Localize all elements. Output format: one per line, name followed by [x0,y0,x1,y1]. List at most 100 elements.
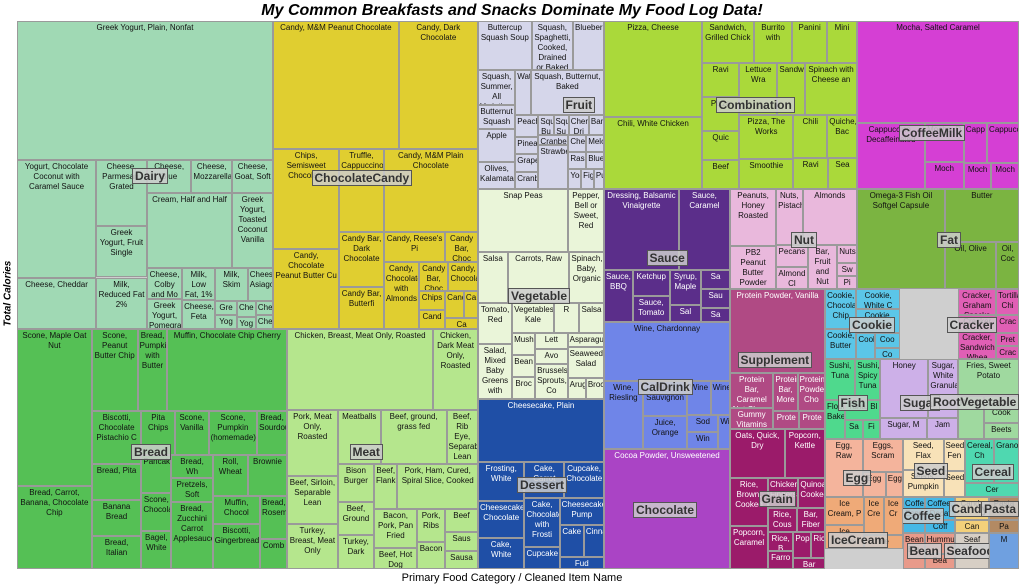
category-label: Fish [837,395,869,411]
treemap-cell-label: Greek Yogurt, Pomegra [148,300,182,329]
category-label: Cracker [946,317,998,333]
treemap-cell: Seed [943,471,965,497]
treemap-cell-label: Bread, Pumpkin with Butter [139,331,167,370]
treemap-cell: Pi [837,275,857,289]
treemap-cell: Ca [463,291,478,318]
treemap-cell: Tortilla Chi [996,289,1019,316]
treemap-cell: Bread, Italian [91,536,142,569]
category-label: Sauce [646,250,688,266]
treemap-cell-label: Seaf [963,535,981,544]
treemap-cell: Pork, Ham, Cured, Spiral Slice, Cooked [397,463,478,509]
category-label: Bean [906,543,942,559]
treemap-cell-label: Apple [486,131,507,141]
treemap-cell: Muffin, Chocolate Chip Cherry [167,329,287,411]
treemap-cell-label: Sauce, Caramel [689,191,720,210]
treemap-cell-label: Bread, Italian [104,538,129,558]
treemap-cell: Pork, Meat Only, Roasted [287,410,338,477]
treemap-cell-label: Moch [995,165,1015,175]
treemap-cell: Apple [478,129,516,162]
treemap-cell-label: Crac [999,317,1017,327]
treemap-cell: Quiche, Bac [827,115,857,158]
category-label: Vegetable [508,288,571,304]
treemap-cell-label: Pi [843,277,851,287]
treemap-cell: Pineapple [515,136,539,155]
treemap-cell-label: Squash, Su [555,117,569,136]
treemap-cell-label: Candy Bar, Choc [450,234,474,263]
treemap-cell: Beef, Ground [337,501,374,536]
treemap-cell-label: Scone, Chocolate [143,494,170,514]
treemap-cell-label: Pancakes [143,456,171,466]
category-label: Dairy [132,168,169,184]
treemap-cell: Wine, Riesling [604,380,643,449]
treemap-cell-label: Wi [720,416,730,426]
treemap-cell-label: Chicken, Breast, Meat Only, Roasted [294,331,426,340]
category-label: Meat [349,444,383,460]
treemap-cell: Che [236,301,256,317]
category-label: Fat [937,232,961,248]
treemap-cell: Chips, Semisweet Chocolate [273,148,340,249]
treemap-cell-label: Chili, White Chicken [617,119,689,128]
category-label: Grain [758,491,796,507]
treemap-cell: Scone, Maple Oat Nut [17,329,92,487]
treemap-cell-label: Candy Bar, Butterfi [341,289,382,309]
treemap-cell: Ravi [701,63,740,97]
treemap-cell: Cake, Chocolate with Frosti [524,497,560,547]
treemap-cell: Candy, Chocolate with Almonds [383,262,419,329]
treemap-cell-label: Sauce, Tomato [638,297,665,317]
treemap-cell: Prote [799,411,825,429]
category-label: ChocolateCandy [311,170,413,186]
treemap-cell: Cherries, Dri [568,115,589,136]
treemap-cell-label: Syrup, Maple [673,271,697,291]
treemap-cell: Gre [215,301,237,316]
treemap-cell-label: Nuts [839,246,856,256]
treemap-cell-label: Yogu [570,171,580,181]
treemap-cell-label: Ice Cr [887,499,899,518]
treemap-cell: Sa [701,269,730,289]
treemap-cell: Banana Bread [91,499,142,537]
treemap-cell: Protein Bar, More [773,373,798,412]
treemap-cell-label: Seed, Flax [912,441,934,460]
treemap-cell: Spinach, Baby, Organic [569,252,604,303]
treemap-cell-label: Bar, Fiber [801,510,820,530]
treemap-cell: Wine [687,380,711,415]
treemap-cell-label: Scone, Peanut Butter Chip [94,331,135,360]
treemap-cell: Sushi, Spicy Tuna [855,359,880,401]
category-label: Seed [913,463,949,479]
treemap-cell-label: Grapefruit [517,156,539,166]
treemap-cell-label: Sausa [450,552,473,562]
treemap-cell: Bacon, Pork, Pan Fried [373,508,418,548]
treemap-cell-label: Cherri [570,137,586,147]
treemap-cell-label: Sugar, White Granulat [930,361,957,390]
treemap-cell-label: Win [695,433,710,443]
treemap-cell-label: Bread, Carrot, Banana, Chocolate Chip [20,488,89,518]
treemap-cell-label: Candy, Chocolate with Almonds [385,264,419,304]
treemap-cell: PB2 Peanut Butter Powder [730,245,777,289]
treemap-cell-label: Greek Yogurt, Toasted Coconut Vanilla [237,194,268,244]
treemap-cell-label: Raspberries [570,154,585,164]
treemap-cell-label: Cracker, Sandwich, Whea [960,332,997,359]
treemap-cell: Beef, ground, grass fed [380,410,447,464]
treemap-cell-label: Arug [569,380,586,390]
treemap-cell-label: Candy, Chocolate [450,264,477,284]
treemap-cell-label: Cake [562,526,582,536]
treemap-cell-label: Cookie [858,334,874,344]
treemap-cell-label: Sauce, BBQ [606,271,631,291]
treemap-cell: Gummy Vitamins [730,407,774,429]
treemap-cell-label: Cheese, Feta [184,302,214,322]
treemap-cell-label: Quiche, Bac [829,117,857,137]
treemap-cell: Milk, Reduced Fat 2% [96,277,147,329]
treemap-cell-label: Wine [689,382,709,392]
treemap-cell-label: Cheesecake, Pump [561,499,604,519]
treemap-cell-label: R [563,305,570,314]
treemap-cell-label: M [1000,535,1008,544]
treemap-cell-label: Carrots, Raw [515,254,562,263]
treemap-cell-label: Pork, Ham, Cured, Spiral Slice, Cooked [401,465,474,485]
treemap-cell: Yog [236,316,256,329]
treemap-cell-label: Prote [802,413,822,423]
treemap-cell-label: Nuts, Pistachio [778,191,801,210]
treemap-cell-label: Chips [421,293,443,303]
treemap-cell-label: Bread, Wh [180,456,204,476]
treemap-cell-label: Cer [985,485,999,495]
treemap-cell: Olives, Kalamata [478,161,516,189]
treemap-cell-label: Broc [515,379,532,389]
